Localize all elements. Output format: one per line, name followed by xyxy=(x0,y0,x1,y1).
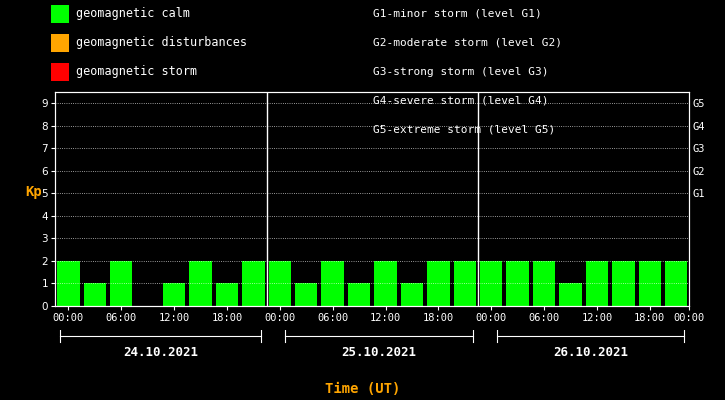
Text: G1-minor storm (level G1): G1-minor storm (level G1) xyxy=(373,9,542,19)
Bar xyxy=(612,261,634,306)
Text: G5-extreme storm (level G5): G5-extreme storm (level G5) xyxy=(373,124,555,134)
Bar xyxy=(480,261,502,306)
Bar xyxy=(348,284,370,306)
Bar xyxy=(57,261,80,306)
Text: geomagnetic calm: geomagnetic calm xyxy=(76,8,190,20)
Bar xyxy=(559,284,581,306)
Text: G2-moderate storm (level G2): G2-moderate storm (level G2) xyxy=(373,38,563,48)
Bar xyxy=(268,261,291,306)
Bar xyxy=(401,284,423,306)
Bar xyxy=(321,261,344,306)
Bar xyxy=(586,261,608,306)
Text: Time (UT): Time (UT) xyxy=(325,382,400,396)
Bar xyxy=(295,284,318,306)
Bar xyxy=(454,261,476,306)
Text: 26.10.2021: 26.10.2021 xyxy=(553,346,628,358)
Y-axis label: Kp: Kp xyxy=(25,185,41,199)
Bar xyxy=(242,261,265,306)
Bar xyxy=(533,261,555,306)
Text: 24.10.2021: 24.10.2021 xyxy=(123,346,199,358)
Bar xyxy=(83,284,106,306)
Text: geomagnetic storm: geomagnetic storm xyxy=(76,65,197,78)
Text: geomagnetic disturbances: geomagnetic disturbances xyxy=(76,36,247,49)
Bar xyxy=(189,261,212,306)
Bar xyxy=(163,284,186,306)
Bar xyxy=(665,261,687,306)
Bar xyxy=(374,261,397,306)
Bar xyxy=(110,261,133,306)
Bar xyxy=(639,261,661,306)
Text: G4-severe storm (level G4): G4-severe storm (level G4) xyxy=(373,95,549,105)
Bar xyxy=(215,284,238,306)
Bar xyxy=(507,261,529,306)
Bar xyxy=(427,261,450,306)
Text: G3-strong storm (level G3): G3-strong storm (level G3) xyxy=(373,67,549,77)
Text: 25.10.2021: 25.10.2021 xyxy=(341,346,416,358)
